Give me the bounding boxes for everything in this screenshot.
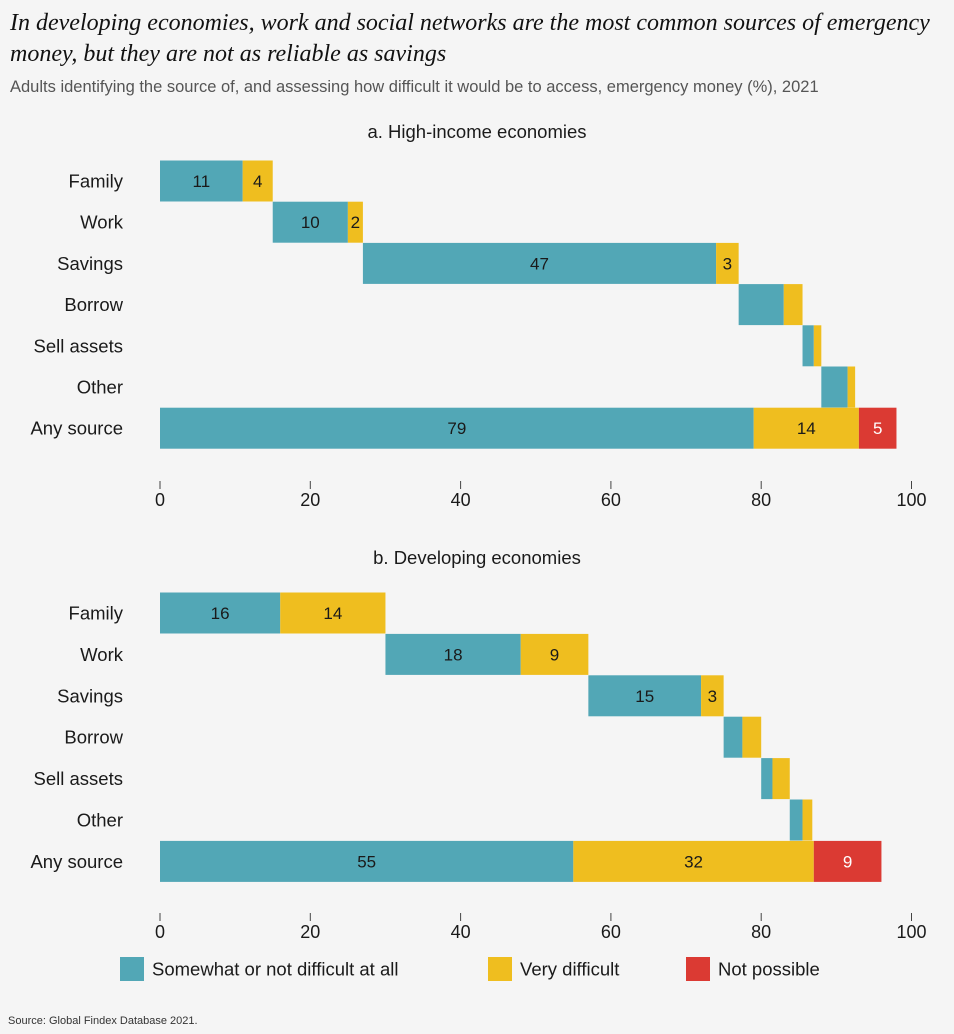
bar-b-very-3: [742, 716, 762, 758]
data-label-b-very-1: 9: [550, 645, 559, 664]
data-label-b-somewhat-6: 55: [357, 852, 376, 871]
bar-b-very-4: [772, 758, 790, 800]
bar-b-somewhat-0: [160, 592, 281, 634]
bar-a-somewhat-5: [821, 366, 848, 408]
panel-title-a: a. High-income economies: [367, 121, 586, 142]
category-label-a-4: Sell assets: [34, 335, 123, 356]
tick-label-b-20: 20: [300, 922, 320, 942]
bar-a-somewhat-6: [160, 407, 754, 449]
tick-label-b-60: 60: [601, 922, 621, 942]
tick-label-a-100: 100: [896, 490, 926, 510]
data-label-b-somewhat-2: 15: [635, 687, 654, 706]
bar-b-not_possible-6: [813, 840, 882, 882]
data-label-b-very-2: 3: [708, 687, 717, 706]
tick-label-b-0: 0: [155, 922, 165, 942]
bar-a-very-1: [347, 201, 363, 243]
bar-a-somewhat-0: [160, 160, 243, 202]
bar-a-very-4: [813, 325, 822, 367]
category-label-a-1: Work: [80, 212, 124, 233]
legend-label-not_possible: Not possible: [718, 959, 820, 980]
tick-label-b-80: 80: [751, 922, 771, 942]
category-label-b-4: Sell assets: [34, 768, 123, 789]
data-label-b-very-6: 32: [684, 852, 703, 871]
category-label-a-6: Any source: [30, 418, 123, 439]
data-label-a-somewhat-2: 47: [530, 254, 549, 273]
bar-b-very-2: [701, 675, 724, 717]
bar-a-very-6: [753, 407, 859, 449]
bar-a-very-0: [242, 160, 273, 202]
bar-b-very-1: [520, 633, 589, 675]
bar-a-not_possible-6: [858, 407, 897, 449]
legend-label-somewhat: Somewhat or not difficult at all: [152, 959, 398, 980]
bar-b-very-6: [573, 840, 814, 882]
data-label-a-not_possible-6: 5: [873, 419, 882, 438]
bar-b-somewhat-4: [761, 758, 773, 800]
category-label-a-3: Borrow: [64, 294, 123, 315]
category-label-a-0: Family: [69, 171, 124, 192]
data-label-b-very-0: 14: [323, 604, 342, 623]
legend-swatch-very: [488, 957, 512, 981]
data-label-a-very-6: 14: [797, 419, 816, 438]
category-label-b-0: Family: [69, 603, 124, 624]
data-label-a-somewhat-6: 79: [447, 419, 466, 438]
data-label-b-somewhat-0: 16: [211, 604, 230, 623]
tick-label-b-100: 100: [896, 922, 926, 942]
tick-label-a-80: 80: [751, 490, 771, 510]
category-label-b-6: Any source: [30, 851, 123, 872]
bar-a-very-3: [783, 284, 803, 326]
bar-b-somewhat-2: [588, 675, 702, 717]
category-label-b-3: Borrow: [64, 727, 123, 748]
bar-b-very-0: [280, 592, 386, 634]
data-label-a-somewhat-1: 10: [301, 213, 320, 232]
bar-a-very-5: [847, 366, 856, 408]
data-label-b-somewhat-1: 18: [444, 645, 463, 664]
category-label-b-5: Other: [77, 810, 123, 831]
chart-area: a. High-income economies Family 11 4 Work 10 2…: [30, 121, 927, 981]
bar-b-somewhat-1: [385, 633, 521, 675]
legend-label-very: Very difficult: [520, 959, 619, 980]
category-label-b-1: Work: [80, 644, 124, 665]
tick-label-b-40: 40: [451, 922, 471, 942]
bar-b-somewhat-6: [160, 840, 574, 882]
bar-b-very-5: [802, 799, 813, 841]
tick-label-a-20: 20: [300, 490, 320, 510]
tick-label-a-60: 60: [601, 490, 621, 510]
category-label-a-5: Other: [77, 377, 123, 398]
source-note: Source: Global Findex Database 2021.: [8, 1015, 198, 1027]
legend-swatch-not_possible: [686, 957, 710, 981]
bar-a-very-2: [716, 242, 739, 284]
bar-a-somewhat-1: [272, 201, 348, 243]
category-label-b-2: Savings: [57, 685, 123, 706]
bar-b-somewhat-5: [789, 799, 803, 841]
legend-swatch-somewhat: [120, 957, 144, 981]
bar-a-somewhat-3: [738, 284, 784, 326]
bar-b-somewhat-3: [723, 716, 743, 758]
tick-label-a-0: 0: [155, 490, 165, 510]
data-label-a-very-1: 2: [351, 213, 360, 232]
tick-label-a-40: 40: [451, 490, 471, 510]
bar-a-somewhat-2: [362, 242, 717, 284]
data-label-b-not_possible-6: 9: [843, 852, 852, 871]
panel-title-b: b. Developing economies: [373, 547, 581, 568]
category-label-a-2: Savings: [57, 253, 123, 274]
data-label-a-very-2: 3: [723, 254, 732, 273]
chart-subtitle: Adults identifying the source of, and as…: [10, 78, 819, 96]
chart-title: In developing economies, work and social…: [10, 10, 930, 67]
data-label-a-somewhat-0: 11: [193, 172, 211, 191]
bar-a-somewhat-4: [802, 325, 814, 367]
data-label-a-very-0: 4: [253, 172, 262, 191]
